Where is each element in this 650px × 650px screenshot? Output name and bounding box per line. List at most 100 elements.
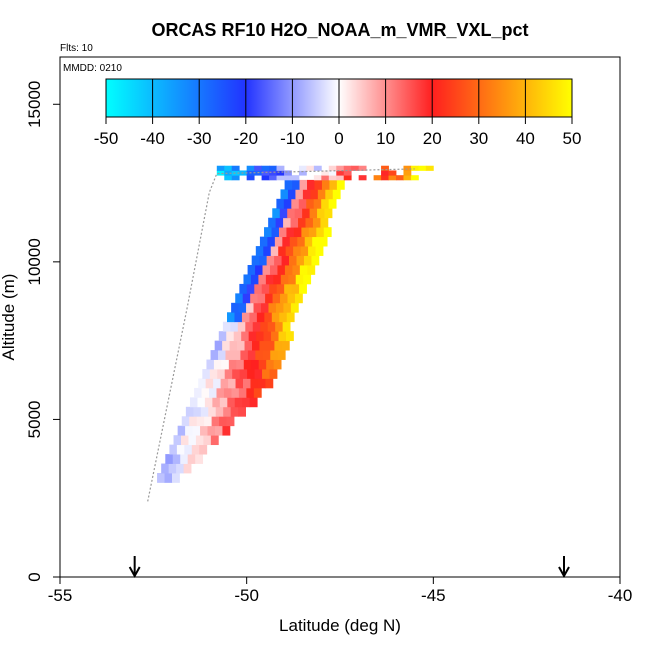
heatmap-cell xyxy=(262,369,270,379)
heatmap-cell xyxy=(269,283,278,294)
heatmap-cell xyxy=(207,425,216,436)
heatmap-cell xyxy=(298,170,307,176)
heatmap-cell xyxy=(232,350,241,360)
heatmap-cell xyxy=(260,321,269,332)
heatmap-cell xyxy=(286,312,295,323)
heatmap-cell xyxy=(211,416,220,427)
heatmap-cell xyxy=(224,165,233,171)
heatmap-cell xyxy=(329,179,338,190)
heatmap-cell xyxy=(276,175,285,181)
heatmap-cell xyxy=(307,179,315,190)
heatmap-cell xyxy=(358,175,367,181)
heatmap-cell xyxy=(269,369,278,379)
heatmap-cell xyxy=(292,265,301,275)
heatmap-cell xyxy=(267,236,276,247)
heatmap-cell xyxy=(216,170,225,176)
heatmap-cell xyxy=(324,208,333,219)
heatmap-cell xyxy=(288,274,297,285)
heatmap-cell xyxy=(321,179,330,190)
colorbar-tick-label: -50 xyxy=(94,129,119,148)
heatmap-cell xyxy=(262,350,271,360)
heatmap-cell xyxy=(299,265,308,275)
heatmap-cell xyxy=(273,274,282,285)
heatmap-cell xyxy=(194,387,202,398)
heatmap-cell xyxy=(227,397,236,408)
x-axis-label: Latitude (deg N) xyxy=(279,616,401,635)
heatmap-cell xyxy=(251,359,260,370)
heatmap-cell xyxy=(271,227,280,238)
heatmap-cell xyxy=(287,293,296,304)
heatmap-cell xyxy=(204,397,213,408)
heatmap-cell xyxy=(265,293,273,304)
heatmap-cell xyxy=(285,246,294,256)
heatmap-cell xyxy=(165,454,174,464)
heatmap-cell xyxy=(259,340,268,351)
heatmap-cell xyxy=(317,208,325,219)
heatmap-cell xyxy=(244,340,253,351)
heatmap-cell xyxy=(319,236,328,247)
heatmap-cell xyxy=(328,175,337,181)
heatmap-cell xyxy=(255,246,264,256)
heatmap-cell xyxy=(261,283,270,294)
heatmap-cell xyxy=(157,473,165,483)
heatmap-cell xyxy=(230,406,239,417)
heatmap-cell xyxy=(243,359,252,370)
heatmap-cell xyxy=(270,350,279,360)
heatmap-cell xyxy=(204,416,213,427)
heatmap-cell xyxy=(219,416,227,427)
heatmap-cell xyxy=(268,217,277,228)
heatmap-cell xyxy=(213,359,222,370)
plot-frame xyxy=(59,56,621,578)
heatmap-cell xyxy=(273,359,282,370)
heatmap-cell xyxy=(270,246,279,256)
heatmap-cell xyxy=(192,425,201,436)
heatmap-cell xyxy=(234,397,243,408)
heatmap-cell xyxy=(315,246,324,256)
heatmap-cell xyxy=(235,293,244,304)
heatmap-cell xyxy=(180,454,189,464)
heatmap-cell xyxy=(185,406,194,417)
heatmap-cell xyxy=(276,170,285,176)
heatmap-cell xyxy=(275,217,284,228)
heatmap-cell xyxy=(296,255,305,266)
heatmap-cell xyxy=(195,454,204,464)
heatmap-cell xyxy=(246,302,254,313)
heatmap-cell xyxy=(303,255,312,266)
heatmap-cell xyxy=(189,416,198,427)
heatmap-cell xyxy=(228,378,236,389)
heatmap-cell xyxy=(313,165,322,171)
heatmap-cell xyxy=(310,189,319,200)
heatmap-cell xyxy=(230,321,239,332)
heatmap-cell xyxy=(255,265,263,275)
heatmap-cell xyxy=(247,265,256,275)
heatmap-cell xyxy=(313,198,322,209)
heatmap-cell xyxy=(311,255,320,266)
heatmap-cell xyxy=(316,227,325,238)
heatmap-cell xyxy=(208,406,217,417)
heatmap-cell xyxy=(403,165,412,171)
heatmap-cell xyxy=(195,435,204,446)
heatmap-cell xyxy=(298,165,307,171)
heatmap-cell xyxy=(223,406,232,417)
heatmap-cell xyxy=(246,387,255,398)
y-tick-label: 15000 xyxy=(25,81,44,128)
heatmap-cell xyxy=(261,175,270,181)
heatmap-cell xyxy=(268,302,277,313)
heatmap-cell xyxy=(294,208,303,219)
heatmap-cell xyxy=(260,302,269,313)
heatmap-cell xyxy=(291,283,300,294)
heatmap-cell xyxy=(254,165,262,171)
heatmap-cell xyxy=(256,312,265,323)
heatmap-cell xyxy=(282,236,291,247)
x-tick-label: -50 xyxy=(234,586,259,605)
heatmap-cell xyxy=(410,175,419,181)
heatmap-cell xyxy=(290,217,299,228)
heatmap-cell xyxy=(164,473,173,483)
heatmap-cell xyxy=(373,175,382,181)
heatmap-cell xyxy=(255,350,264,360)
heatmap-cell xyxy=(212,397,221,408)
heatmap-cell xyxy=(279,208,288,219)
heatmap-cell xyxy=(264,312,273,323)
heatmap-cell xyxy=(425,165,434,171)
heatmap-cell xyxy=(253,387,262,398)
